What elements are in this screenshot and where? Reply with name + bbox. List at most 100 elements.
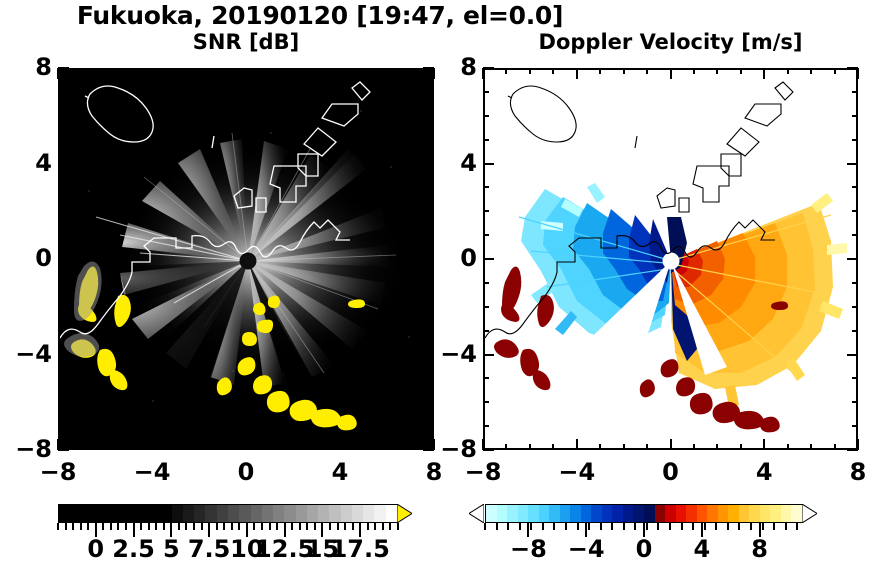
doppler-colorbar-minortick — [761, 523, 764, 530]
doppler-colorbar-minortick — [588, 523, 591, 530]
ytick-right-0 — [847, 258, 858, 260]
scan-date: 20190120 — [0, 0, 1, 1]
ytick-left--3 — [483, 329, 489, 332]
doppler-colorbar-minortick — [773, 523, 776, 530]
xtick-top-3 — [315, 68, 318, 74]
snr-colorbar-segment-19 — [273, 505, 285, 522]
ytick-left-3 — [483, 186, 489, 189]
xticklabel-dop-2: 0 — [662, 458, 679, 486]
xtick-top-6 — [810, 68, 813, 74]
ytick-right--3 — [852, 329, 858, 332]
panel-title-doppler: Doppler Velocity [m/s] — [538, 30, 803, 54]
snr-colorbar-minortick — [291, 523, 294, 530]
ytick-left--2 — [58, 305, 64, 308]
snr-colorbar-minortick — [109, 523, 112, 530]
snr-colorbar-minortick — [72, 523, 75, 530]
snr-clutter-se — [216, 295, 366, 431]
xticklabel-snr-1: −4 — [133, 458, 171, 486]
ytick-right--2 — [428, 305, 434, 308]
yticklabel-dop-4: 8 — [460, 53, 477, 81]
xtick-bottom--8 — [57, 439, 59, 450]
doppler-colorbar-segment-6 — [549, 505, 560, 522]
xtick-top-8 — [433, 68, 435, 79]
ytick-right-3 — [428, 186, 434, 189]
xticklabel-dop-1: −4 — [558, 458, 596, 486]
snr-colorbar-minortick — [344, 523, 347, 530]
snr-colorbar-minortick — [147, 523, 150, 530]
ytick-left--8 — [58, 449, 69, 451]
xtick-bottom-3 — [739, 444, 742, 450]
ytick-left-6 — [58, 114, 64, 117]
ytick-left--6 — [483, 401, 489, 404]
doppler-colorbar-ticklabel-1: −4 — [567, 535, 605, 563]
yticklabel-snr-4: 8 — [35, 53, 52, 81]
ytick-left--5 — [483, 377, 489, 380]
xtick-top--7 — [80, 68, 83, 74]
yticklabel-snr-2: 0 — [35, 244, 52, 272]
ytick-right--4 — [423, 353, 434, 356]
xtick-top--3 — [174, 68, 177, 74]
doppler-colorbar-minortick — [495, 523, 498, 530]
ytick-right-2 — [428, 210, 434, 213]
doppler-colorbar-minortick — [726, 523, 729, 530]
snr-colorbar-minortick — [351, 523, 354, 530]
snr-colorbar-majortick-7 — [359, 523, 362, 537]
doppler-colorbar[interactable]: −8 −4 0 4 8 — [455, 478, 855, 562]
xtick-top-8 — [857, 68, 859, 79]
ytick-left--7 — [58, 425, 64, 428]
doppler-colorbar-segment-7 — [559, 505, 571, 522]
snr-colorbar-segment-2 — [81, 505, 93, 522]
doppler-colorbar-minortick — [692, 523, 695, 530]
doppler-colorbar-segment-15 — [643, 505, 655, 522]
ytick-left-2 — [58, 210, 64, 213]
xtick-top-1 — [268, 68, 271, 74]
xtick-top--2 — [622, 68, 625, 74]
snr-colorbar-segment-1 — [70, 505, 82, 522]
snr-colorbar-segment-8 — [149, 505, 161, 522]
xticklabel-snr-3: 4 — [331, 458, 349, 486]
ytick-right-7 — [852, 90, 858, 93]
doppler-colorbar-minortick — [518, 523, 521, 530]
doppler-colorbar-minortick — [611, 523, 614, 530]
doppler-colorbar-segment-20 — [696, 505, 708, 522]
doppler-colorbar-segment-26 — [759, 505, 771, 522]
xtick-bottom-1 — [268, 444, 271, 450]
xtick-top-5 — [362, 68, 365, 74]
xtick-top--2 — [198, 68, 200, 74]
snr-colorbar[interactable]: 0 2.5 5 7.5 10 12.5 15 17.5 — [28, 478, 428, 562]
xtick-top-6 — [386, 68, 388, 74]
snr-colorbar-minortick — [253, 523, 256, 530]
snr-colorbar-gradient — [58, 504, 398, 523]
ytick-right-0 — [423, 258, 434, 260]
plot-panel-snr[interactable] — [58, 68, 434, 450]
doppler-colorbar-segment-12 — [612, 505, 623, 522]
snr-colorbar-majortick-3 — [208, 523, 211, 537]
doppler-colorbar-segment-16 — [654, 505, 666, 522]
xtick-bottom-7 — [409, 444, 412, 450]
doppler-colorbar-ticklabel-2: 0 — [635, 535, 653, 563]
snr-colorbar-ticklabel-0: 0 — [87, 535, 105, 563]
doppler-colorbar-majortick-0 — [527, 523, 530, 537]
ytick-left--7 — [483, 425, 489, 428]
doppler-colorbar-minortick — [738, 523, 741, 530]
xtick-bottom-2 — [292, 444, 294, 450]
xtick-bottom--4 — [575, 439, 578, 450]
yticklabel-dop-0: −8 — [440, 435, 477, 463]
doppler-colorbar-over-arrow — [802, 504, 817, 523]
doppler-colorbar-minortick — [553, 523, 556, 530]
xtick-bottom-7 — [833, 444, 836, 450]
doppler-colorbar-minortick — [669, 523, 672, 530]
doppler-colorbar-ticklabel-0: −8 — [509, 535, 547, 563]
doppler-colorbar-segment-4 — [528, 505, 539, 522]
snr-colorbar-segment-21 — [295, 505, 307, 522]
doppler-colorbar-minortick — [680, 523, 683, 530]
snr-colorbar-minortick — [381, 523, 384, 530]
ytick-left-8 — [483, 67, 494, 69]
yticklabel-dop-3: 4 — [460, 148, 477, 177]
xtick-bottom-6 — [386, 444, 388, 450]
doppler-clutter-se — [639, 301, 789, 433]
doppler-colorbar-minortick — [784, 523, 787, 530]
plot-panel-doppler[interactable] — [483, 68, 858, 450]
ytick-left--4 — [483, 353, 494, 356]
